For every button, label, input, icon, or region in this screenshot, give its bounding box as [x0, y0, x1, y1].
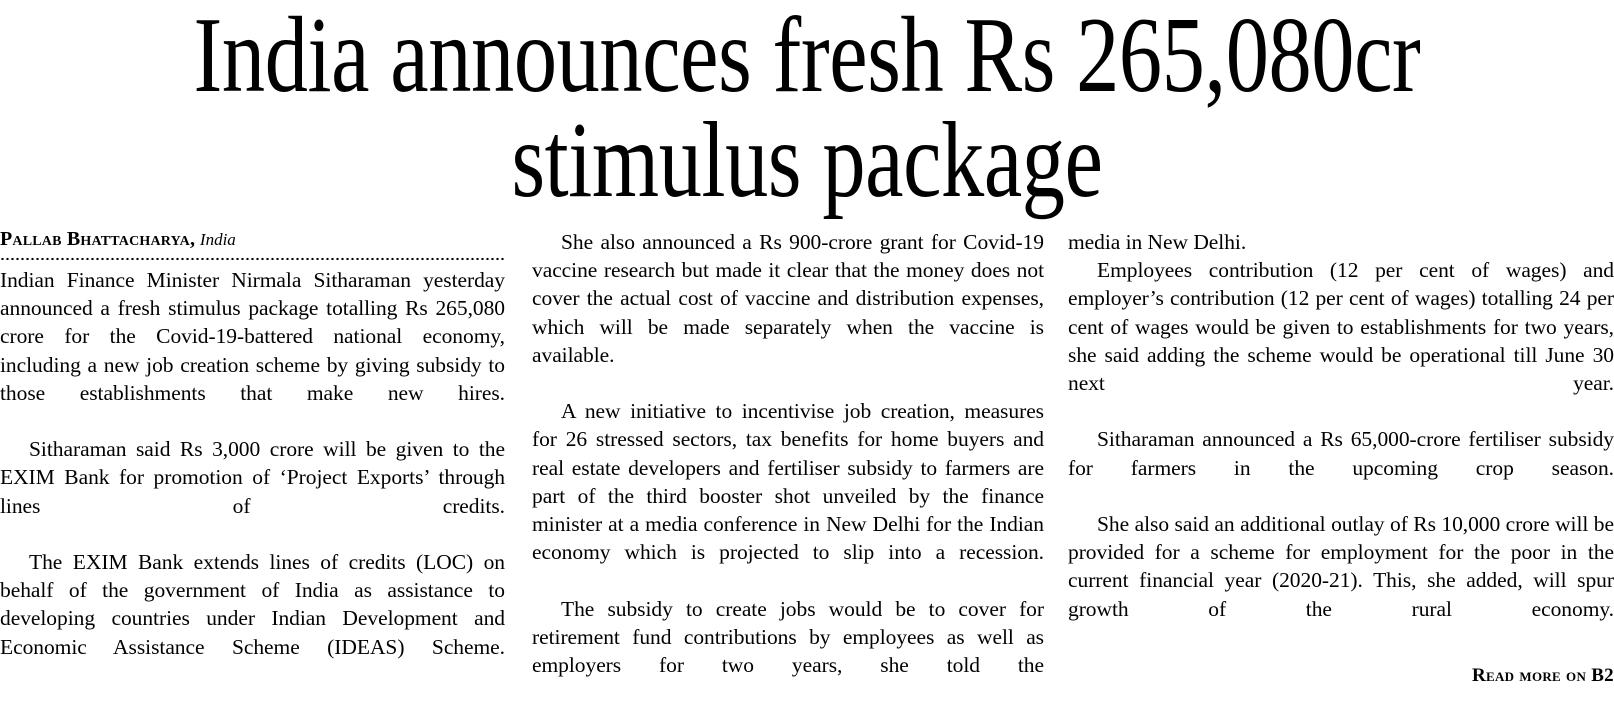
- column-gutter-2: [1044, 228, 1068, 702]
- continuation-note: Read more on B2: [1471, 665, 1614, 687]
- byline: Pallab Bhattacharya, India: [0, 228, 505, 251]
- column-gutter-1: [505, 228, 532, 702]
- paragraph: The subsidy to create jobs would be to c…: [532, 596, 1044, 678]
- article-columns: Pallab Bhattacharya, India Indian Financ…: [0, 228, 1614, 702]
- paragraph: She also announced a Rs 900-crore grant …: [532, 230, 1044, 367]
- paragraph: Indian Finance Minister Nirmala Sitharam…: [0, 267, 505, 405]
- paragraph: A new initiative to incentivise job crea…: [532, 399, 1044, 565]
- paragraph: The EXIM Bank extends lines of credits (…: [0, 549, 505, 659]
- column-2-body: She also announced a Rs 900-crore grant …: [532, 228, 1044, 702]
- page-title: India announces fresh Rs 265,080cr stimu…: [161, 0, 1452, 214]
- paragraph: Sitharaman said Rs 3,000 crore will be g…: [0, 437, 505, 518]
- paragraph: media in New Delhi.: [1068, 230, 1247, 254]
- byline-divider: [0, 255, 505, 260]
- column-3-body: media in New Delhi. Employees contributi…: [1068, 228, 1614, 651]
- article-column-1: Pallab Bhattacharya, India Indian Financ…: [0, 228, 505, 702]
- paragraph: Employees contribution (12 per cent of w…: [1068, 258, 1614, 396]
- headline-line-1: India announces fresh Rs 265,080cr: [193, 0, 1421, 115]
- headline-line-2: stimulus package: [511, 100, 1103, 220]
- article-column-3: media in New Delhi. Employees contributi…: [1068, 228, 1614, 702]
- article-column-2: She also announced a Rs 900-crore grant …: [532, 228, 1044, 702]
- column-1-body: Indian Finance Minister Nirmala Sitharam…: [0, 266, 505, 689]
- byline-author: Pallab Bhattacharya,: [0, 228, 196, 250]
- byline-source: India: [199, 230, 236, 249]
- paragraph: Sitharaman announced a Rs 65,000-crore f…: [1068, 427, 1614, 480]
- paragraph: She also said an additional outlay of Rs…: [1068, 512, 1614, 621]
